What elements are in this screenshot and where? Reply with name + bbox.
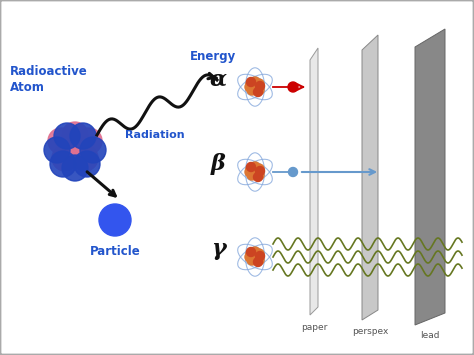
Text: lead: lead: [420, 331, 440, 340]
Circle shape: [246, 249, 256, 259]
Circle shape: [288, 82, 298, 92]
Circle shape: [250, 82, 260, 92]
Text: Particle: Particle: [90, 245, 141, 258]
Polygon shape: [415, 29, 445, 325]
Circle shape: [247, 255, 257, 265]
Polygon shape: [310, 48, 318, 315]
Text: paper: paper: [301, 323, 327, 332]
Circle shape: [255, 251, 264, 261]
Circle shape: [254, 79, 264, 89]
Circle shape: [62, 155, 88, 181]
Circle shape: [246, 79, 256, 89]
Circle shape: [255, 82, 264, 91]
Circle shape: [250, 247, 260, 257]
Circle shape: [289, 168, 298, 176]
Circle shape: [62, 137, 88, 163]
Text: β: β: [210, 153, 225, 175]
Circle shape: [76, 128, 102, 154]
Circle shape: [50, 151, 76, 177]
Circle shape: [245, 252, 255, 262]
Circle shape: [254, 85, 264, 95]
Circle shape: [254, 164, 264, 174]
Text: γ: γ: [210, 238, 225, 260]
Circle shape: [247, 170, 257, 180]
Text: perspex: perspex: [352, 327, 388, 336]
Circle shape: [62, 122, 88, 148]
Circle shape: [44, 137, 70, 163]
Circle shape: [250, 252, 260, 262]
Circle shape: [250, 162, 260, 172]
Circle shape: [250, 167, 260, 177]
Circle shape: [254, 257, 263, 267]
Circle shape: [80, 137, 106, 163]
Circle shape: [246, 164, 256, 174]
Circle shape: [72, 145, 98, 171]
Circle shape: [52, 145, 78, 171]
Text: Energy: Energy: [190, 50, 236, 63]
Circle shape: [246, 247, 255, 257]
Circle shape: [246, 77, 255, 87]
Circle shape: [245, 82, 255, 92]
Circle shape: [70, 123, 96, 149]
Circle shape: [254, 173, 263, 181]
Circle shape: [250, 77, 260, 87]
Circle shape: [254, 255, 264, 265]
Circle shape: [247, 85, 257, 95]
Text: Radioactive
Atom: Radioactive Atom: [10, 65, 88, 94]
Circle shape: [255, 166, 264, 175]
Circle shape: [246, 163, 255, 171]
Circle shape: [99, 204, 131, 236]
Circle shape: [254, 87, 263, 97]
Circle shape: [245, 167, 255, 177]
Circle shape: [254, 170, 264, 180]
Circle shape: [74, 151, 100, 177]
Circle shape: [254, 249, 264, 259]
Circle shape: [54, 123, 80, 149]
Text: α: α: [210, 68, 227, 90]
Polygon shape: [362, 35, 378, 320]
Circle shape: [48, 128, 74, 154]
Text: Radiation: Radiation: [125, 130, 185, 140]
